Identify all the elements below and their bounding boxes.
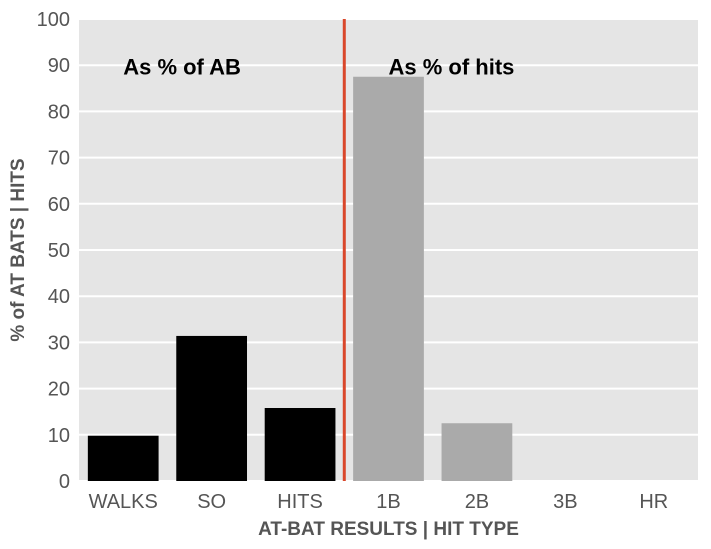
x-tick-label-hits: HITS <box>277 491 323 513</box>
y-tick-labels: 0 10 20 30 40 50 60 70 80 90 100 <box>37 9 70 493</box>
y-tick-label-50: 50 <box>48 240 70 262</box>
x-tick-label-walks: WALKS <box>89 491 158 513</box>
y-tick-label-10: 10 <box>48 425 70 447</box>
x-tick-label-hr: HR <box>639 491 668 513</box>
annotation-as-of-hits: As % of hits <box>389 55 515 80</box>
x-axis-label: AT-BAT RESULTS | HIT TYPE <box>258 519 519 540</box>
y-tick-label-30: 30 <box>48 332 70 354</box>
bar-walks <box>87 435 159 481</box>
y-tick-label-20: 20 <box>48 379 70 401</box>
bar-hits <box>264 408 336 481</box>
bars <box>87 76 513 481</box>
bar-1b <box>353 76 424 481</box>
x-tick-label-3b: 3B <box>553 491 577 513</box>
y-tick-label-0: 0 <box>59 471 70 493</box>
x-tick-label-2b: 2B <box>465 491 489 513</box>
annotations: As % of AB As % of hits <box>123 55 514 80</box>
x-tick-labels: WALKS SO HITS 1B 2B 3B HR <box>89 491 669 513</box>
x-tick-label-so: SO <box>197 491 226 513</box>
bar-so <box>176 335 248 481</box>
annotation-as-of-ab: As % of AB <box>123 55 241 80</box>
y-tick-label-100: 100 <box>37 9 70 31</box>
x-tick-label-1b: 1B <box>376 491 400 513</box>
y-tick-label-90: 90 <box>48 55 70 77</box>
y-tick-label-80: 80 <box>48 101 70 123</box>
y-tick-label-70: 70 <box>48 148 70 170</box>
y-tick-label-40: 40 <box>48 286 70 308</box>
y-tick-label-60: 60 <box>48 194 70 216</box>
bar-2b <box>441 423 513 481</box>
y-axis-label: % of AT BATS | HITS <box>8 158 29 341</box>
